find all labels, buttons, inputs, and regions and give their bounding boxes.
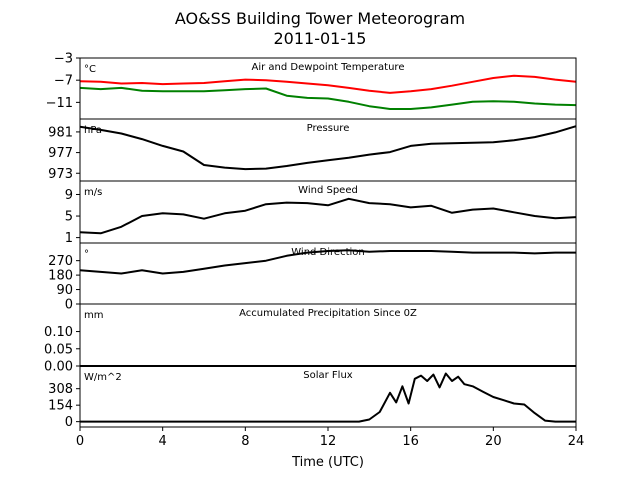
x-tick-label-1: 4 [159, 434, 167, 449]
panel-3-ytick-label-0: 270 [48, 254, 73, 269]
panel-4: 0.10 0.05 0.00 mm Accumulated Precipitation … [44, 303, 577, 375]
x-tick-label-3: 12 [320, 434, 337, 449]
panel-4-ytick-label-2: 0.00 [44, 360, 73, 375]
panel-5-ytick-label-1: 154 [48, 399, 73, 414]
panel-3-ytick-label-3: 0 [65, 298, 73, 313]
panel-1-series-0-line [79, 125, 577, 171]
panel-2-ytick-label-0: 9 [65, 188, 73, 203]
panel-2-title: Wind Speed [298, 185, 358, 196]
panel-3-title: Wind Direction [291, 247, 365, 258]
panel-3-unit: ° [84, 249, 89, 260]
figure-title-line2: 2011-01-15 [274, 29, 367, 48]
panel-1-ytick-label-2: 973 [48, 167, 73, 182]
x-tick-label-0: 0 [76, 434, 84, 449]
panel-5-ytick-label-2: 0 [65, 415, 73, 430]
x-tick-label-6: 24 [568, 434, 585, 449]
panel-1-ytick-label-0: 981 [48, 125, 73, 140]
x-tick-label-5: 20 [485, 434, 502, 449]
panel-5-unit: W/m^2 [84, 372, 122, 383]
panel-5-ytick-label-0: 308 [48, 382, 73, 397]
panel-4-ytick-label-0: 0.10 [44, 325, 73, 340]
panel-0-unit: °C [84, 64, 96, 75]
panel-2-ytick-label-2: 1 [65, 231, 73, 246]
panel-1-ytick-label-1: 977 [48, 146, 73, 161]
panel-1-unit: hPa [84, 125, 102, 136]
panel-0-series-0-line [79, 74, 577, 94]
panel-0: −3 −7 −11 °C Air and Dewpoint Temperature [46, 52, 577, 120]
panel-1: 981 977 973 hPa Pressure [48, 118, 577, 182]
panel-2-ytick-label-1: 5 [65, 210, 73, 225]
panel-5-series-0-line [80, 372, 576, 423]
figure-title-line1: AO&SS Building Tower Meteorogram [175, 9, 465, 28]
x-axis-label: Time (UTC) [291, 455, 364, 470]
x-tick-label-2: 8 [241, 434, 249, 449]
panel-5-title: Solar Flux [303, 370, 353, 381]
panels-group: −3 −7 −11 °C Air and Dewpoint Temperature 981… [44, 52, 577, 430]
panel-0-ytick-label-2: −11 [46, 96, 73, 111]
panel-2-unit: m/s [84, 187, 102, 198]
x-tick-label-4: 16 [402, 434, 419, 449]
panel-0-title: Air and Dewpoint Temperature [252, 62, 405, 73]
panel-0-series-1-line [79, 86, 577, 110]
panel-4-unit: mm [84, 310, 103, 321]
panel-3-series-0-line [79, 249, 576, 275]
panel-3-ytick-label-1: 180 [48, 269, 73, 284]
panel-3-ytick-label-2: 90 [56, 283, 73, 298]
panel-2: 9 5 1 m/s Wind Speed [65, 180, 577, 246]
panel-0-ytick-label-1: −7 [54, 74, 73, 89]
panel-0-ytick-label-0: −3 [54, 52, 73, 67]
panel-1-title: Pressure [307, 123, 350, 134]
panel-4-title: Accumulated Precipitation Since 0Z [239, 308, 417, 319]
panel-4-ytick-label-1: 0.05 [44, 342, 73, 357]
x-axis: 0 4 8 12 16 20 24 [76, 427, 584, 449]
panel-2-series-0-line [79, 197, 577, 235]
